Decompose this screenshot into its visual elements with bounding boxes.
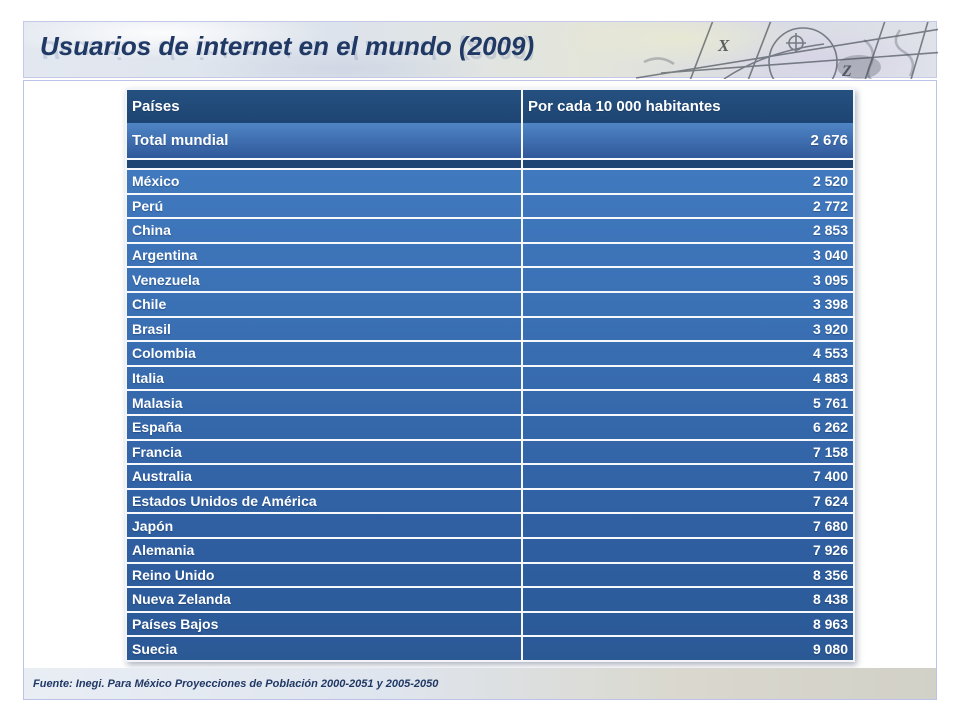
country-cell: España [127,415,523,439]
value-cell: 2 853 [812,222,848,239]
country-cell: Francia [127,440,523,464]
country-cell: Brasil [127,317,523,341]
value-cell: 4 553 [812,345,848,362]
value-cell: 7 926 [812,542,848,559]
table-row: Argentina 3 040 [127,241,853,267]
country-cell: Venezuela [127,268,523,291]
title-banner: X Z Usuarios de internet en el mundo (20… [23,21,938,79]
total-row: Total mundial 2 676 [127,123,853,158]
table-row: China 2 853 [127,217,853,242]
svg-text:Z: Z [841,63,852,79]
value-cell: 2 772 [812,197,848,214]
column-header-paises: Países [127,90,523,123]
country-cell: Países Bajos [127,612,523,636]
country-cell: Japón [127,514,523,537]
separator-cell [523,160,853,168]
table-row: Países Bajos 8 963 [127,610,853,636]
value-cell: 7 680 [812,517,848,534]
country-cell: Italia [127,366,523,390]
country-cell: Alemania [127,538,523,562]
table-header-row: Países Por cada 10 000 habitantes [127,90,853,123]
value-cell: 3 920 [812,320,848,337]
table-row: Estados Unidos de América 7 624 [127,487,853,513]
value-cell: 5 761 [812,394,848,411]
country-cell: Nueva Zelanda [127,588,523,611]
value-cell: 8 356 [812,566,848,583]
value-cell: 7 158 [812,443,848,460]
table-row: Chile 3 398 [127,290,853,316]
country-cell: China [127,219,523,242]
column-header-habitantes: Por cada 10 000 habitantes [528,98,721,115]
country-cell: México [127,170,523,193]
table-row: Brasil 3 920 [127,315,853,341]
value-cell: 3 095 [812,271,848,288]
page-title: Usuarios de internet en el mundo (2009) [40,31,535,61]
country-cell: Argentina [127,243,523,267]
country-cell: Reino Unido [127,563,523,587]
table-row: España 6 262 [127,413,853,439]
value-cell: 8 438 [812,591,848,608]
value-cell: 2 520 [812,173,848,190]
value-cell: 3 040 [812,247,848,264]
table-row: Suecia 9 080 [127,635,853,660]
table-row: Reino Unido 8 356 [127,561,853,587]
internet-users-table: Países Por cada 10 000 habitantes Total … [125,88,855,662]
value-cell: 6 262 [812,419,848,436]
source-text: Fuente: Inegi. Para México Proyecciones … [33,677,439,690]
table-row: Alemania 7 926 [127,536,853,562]
svg-text:X: X [717,36,730,55]
value-cell: 7 400 [812,468,848,485]
country-cell: Colombia [127,342,523,365]
value-cell: 3 398 [812,296,848,313]
country-cell: Chile [127,292,523,316]
country-cell: Australia [127,465,523,488]
value-cell: 4 883 [812,370,848,387]
total-separator-band [127,158,853,168]
table-body: México 2 520 Perú 2 772 China 2 853 Arge… [127,168,853,660]
table-row: Perú 2 772 [127,192,853,218]
total-value-cell: 2 676 [810,132,848,149]
total-label-cell: Total mundial [127,123,523,158]
separator-cell [127,160,523,168]
table-row: México 2 520 [127,168,853,193]
table-row: Japón 7 680 [127,512,853,537]
table-row: Nueva Zelanda 8 438 [127,586,853,611]
source-band: Fuente: Inegi. Para México Proyecciones … [24,668,936,699]
compass-sketch-decoration: X Z [635,22,938,79]
table-row: Australia 7 400 [127,463,853,488]
table-row: Malasia 5 761 [127,389,853,414]
value-cell: 8 963 [812,615,848,632]
value-cell: 9 080 [812,640,848,657]
country-cell: Suecia [127,637,523,660]
table-row: Colombia 4 553 [127,340,853,365]
country-cell: Malasia [127,391,523,414]
value-cell: 7 624 [812,493,848,510]
table-row: Italia 4 883 [127,364,853,390]
country-cell: Perú [127,194,523,218]
country-cell: Estados Unidos de América [127,489,523,513]
table-row: Francia 7 158 [127,438,853,464]
table-row: Venezuela 3 095 [127,266,853,291]
